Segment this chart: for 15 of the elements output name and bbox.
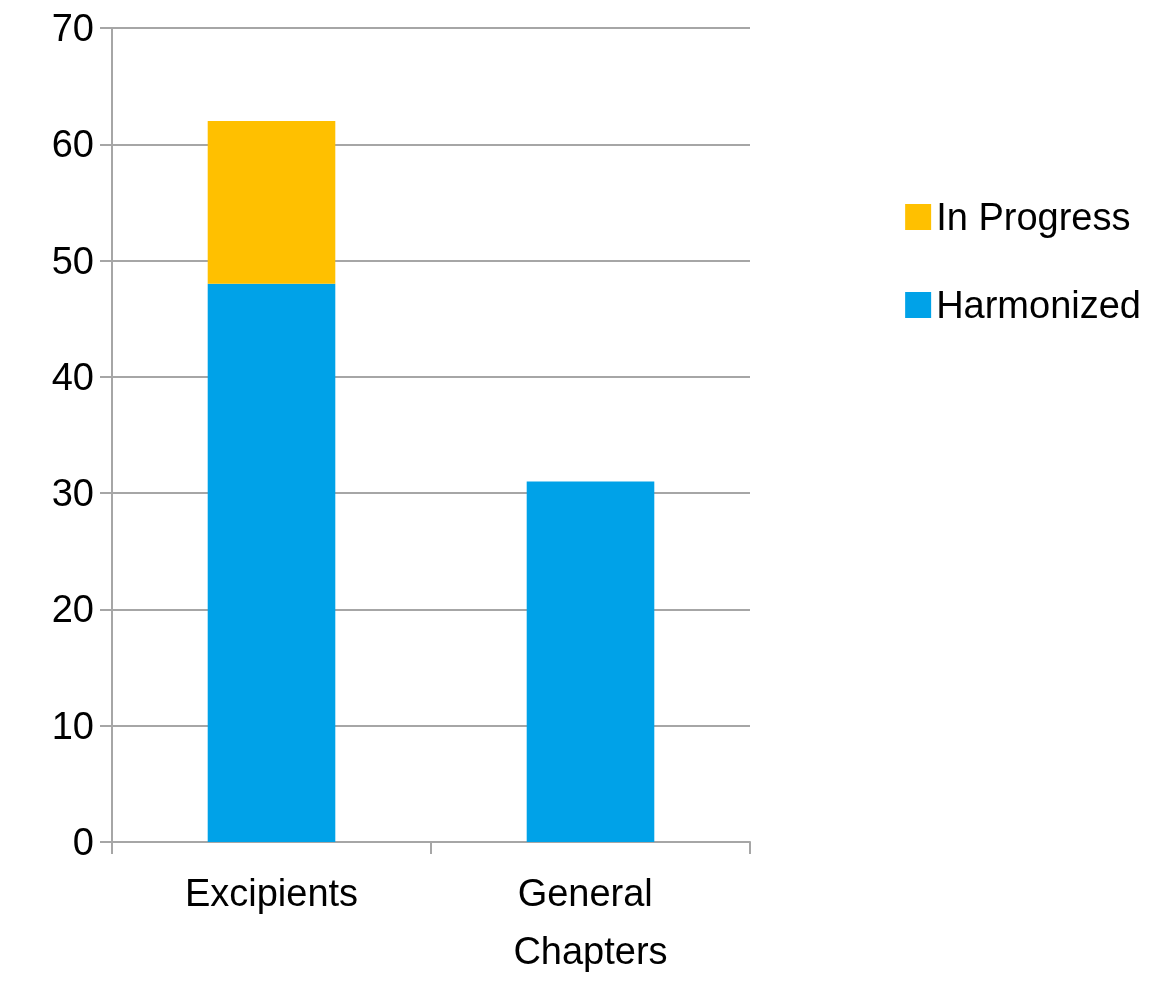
y-tick-label: 70 <box>51 7 94 49</box>
y-tick-label: 10 <box>51 704 94 747</box>
y-tick-label: 40 <box>51 355 94 398</box>
x-tick-label: General Chapters <box>513 872 668 972</box>
x-tick-label: Excipients <box>184 872 359 914</box>
y-tick-label: 60 <box>51 123 94 166</box>
legend-label: Harmonized <box>936 284 1142 326</box>
legend-label: In Progress <box>936 196 1131 238</box>
y-tick-label: 20 <box>51 588 94 631</box>
y-tick-label: 0 <box>72 821 94 863</box>
bar <box>207 121 336 284</box>
bar <box>207 283 336 842</box>
y-tick-label: 30 <box>51 472 94 515</box>
bar <box>526 481 655 842</box>
y-tick-label: 50 <box>51 239 94 282</box>
